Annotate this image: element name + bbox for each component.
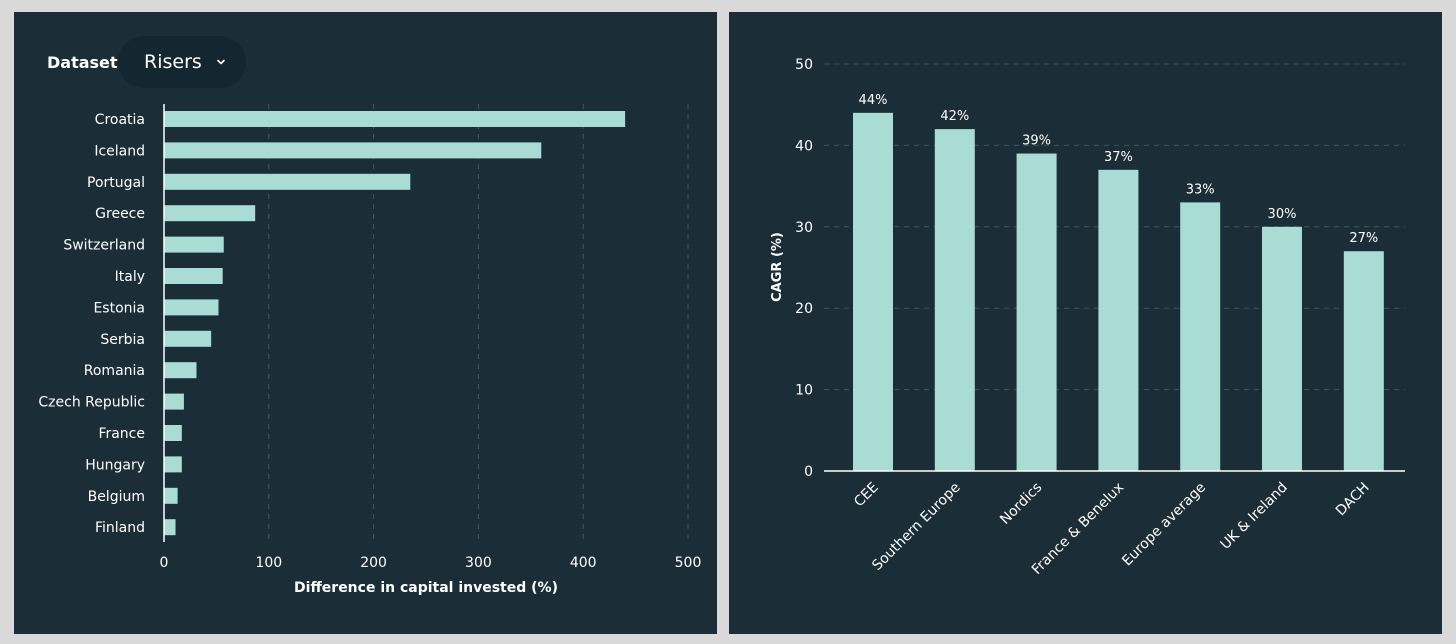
category-label: Serbia [100, 332, 145, 348]
y-axis-title: CAGR (%) [770, 232, 785, 302]
bar[interactable] [164, 111, 626, 127]
y-tick-label: 0 [804, 464, 813, 480]
x-tick-label: 400 [570, 555, 597, 571]
bar[interactable] [164, 299, 219, 316]
dataset-dropdown[interactable]: Risers [118, 36, 246, 88]
dataset-label: Dataset [47, 53, 118, 72]
bar[interactable] [1098, 169, 1139, 471]
category-label: Southern Europe [869, 480, 963, 574]
data-label: 33% [1186, 182, 1215, 197]
vertical-bar-chart: 0 10 20 30 40 50 44% CEE 42% Southern Europe 39% No… [770, 57, 1405, 578]
bar[interactable] [164, 330, 212, 347]
x-tick-label: 100 [255, 555, 282, 571]
bar[interactable] [164, 425, 182, 441]
y-tick-label: 40 [795, 138, 813, 154]
category-label: France [98, 426, 145, 442]
bar[interactable] [1343, 251, 1384, 471]
category-label: Iceland [94, 143, 145, 159]
y-tick-label: 30 [795, 220, 813, 236]
x-tick-label: 500 [675, 555, 702, 571]
bar[interactable] [934, 129, 975, 471]
chevron-down-icon [216, 59, 225, 65]
category-label: Portugal [87, 175, 145, 191]
bar[interactable] [164, 519, 176, 536]
data-label: 42% [940, 109, 969, 124]
bar[interactable] [164, 142, 542, 159]
bar[interactable] [164, 205, 256, 222]
bar[interactable] [164, 456, 182, 473]
bar[interactable] [1262, 226, 1302, 471]
category-label: CEE [851, 480, 882, 511]
y-tick-label: 50 [795, 57, 813, 73]
bar[interactable] [1016, 153, 1057, 472]
category-label: Europe average [1119, 480, 1209, 570]
category-label: UK & Ireland [1218, 480, 1291, 553]
category-label: Czech Republic [38, 395, 145, 411]
x-tick-label: 0 [160, 555, 169, 571]
x-tick-label: 200 [360, 555, 387, 571]
category-label: Nordics [997, 480, 1045, 528]
category-label: Italy [115, 269, 145, 285]
category-label: DACH [1333, 480, 1373, 520]
y-tick-label: 10 [795, 383, 813, 399]
left-chart-panel: Dataset Risers 0 100 200 300 400 500 Croatia Ic… [14, 12, 717, 634]
x-tick-label: 300 [465, 555, 492, 571]
dataset-dropdown-value: Risers [144, 51, 202, 73]
data-label: 39% [1022, 134, 1051, 149]
bar[interactable] [164, 362, 197, 379]
data-label: 44% [859, 93, 888, 108]
category-label: Hungary [85, 457, 145, 473]
data-label: 37% [1104, 150, 1133, 165]
category-label: Greece [95, 206, 145, 222]
bar[interactable] [164, 393, 184, 410]
category-label: Estonia [93, 300, 145, 316]
x-axis-title: Difference in capital invested (%) [294, 580, 558, 596]
data-label: 30% [1268, 207, 1297, 222]
bar[interactable] [164, 268, 223, 284]
category-label: Switzerland [63, 238, 145, 254]
category-label: Belgium [88, 489, 145, 505]
data-label: 27% [1349, 231, 1378, 246]
right-chart-panel: 0 10 20 30 40 50 44% CEE 42% Southern Europe 39% No… [729, 12, 1442, 634]
category-label: Croatia [95, 112, 145, 128]
bar[interactable] [164, 173, 411, 190]
category-label: France & Benelux [1029, 480, 1127, 578]
bar[interactable] [164, 236, 224, 253]
bar[interactable] [853, 112, 893, 471]
category-label: Finland [95, 520, 145, 536]
bar[interactable] [1180, 202, 1221, 471]
bar[interactable] [164, 487, 178, 504]
horizontal-bar-chart: 0 100 200 300 400 500 Croatia Iceland Portugal Gr… [38, 104, 702, 596]
y-tick-label: 20 [795, 301, 813, 317]
category-label: Romania [84, 363, 145, 379]
